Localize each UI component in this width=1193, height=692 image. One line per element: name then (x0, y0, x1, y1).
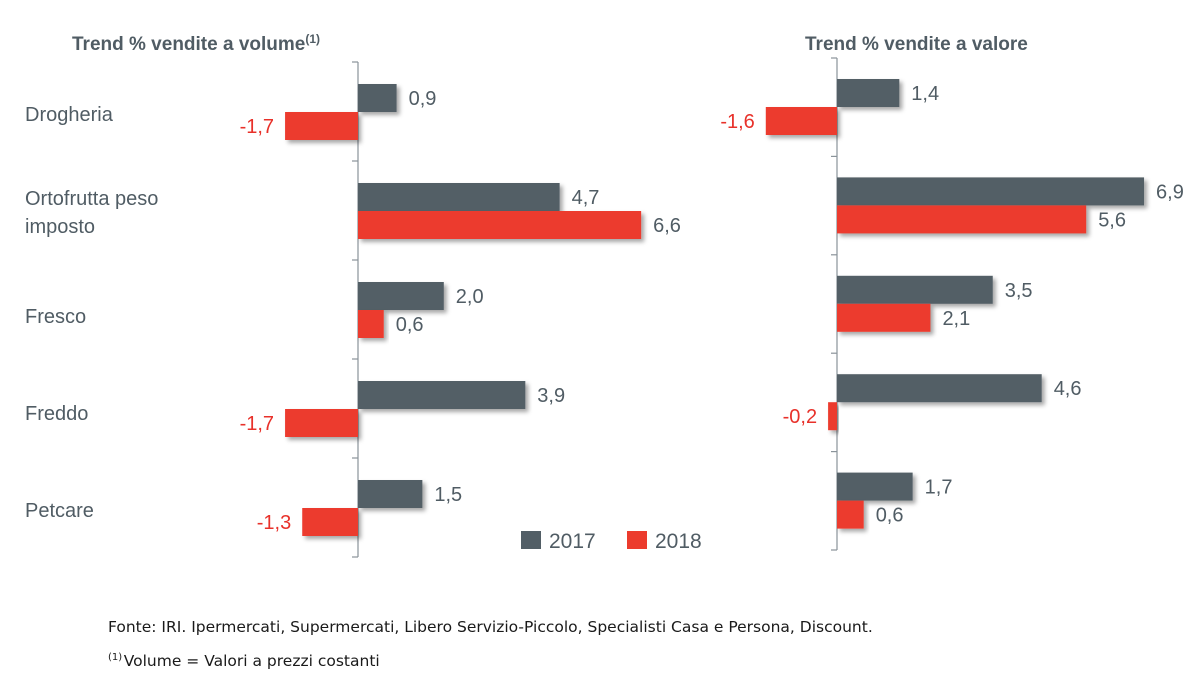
volume-bar-2017-petcare (358, 480, 423, 508)
category-label-fresco: Fresco (25, 306, 86, 328)
source-note: Fonte: IRI. Ipermercati, Supermercati, L… (108, 618, 873, 636)
valore-bar-2017-freddo (837, 374, 1042, 403)
valore-bar-2018-fresco (837, 303, 931, 332)
category-label-petcare: Petcare (25, 500, 94, 522)
valore-value-label-2018-fresco: 2,1 (942, 308, 970, 330)
valore-bar-2018-petcare (837, 500, 864, 529)
valore-value-label-2017-petcare: 1,7 (925, 477, 953, 499)
volume-bar-2017-drogheria (358, 84, 397, 112)
volume-bar-2018-ortofrutta (358, 211, 642, 239)
category-label-ortofrutta-line2: imposto (25, 216, 95, 238)
valore-bar-2018-drogheria (765, 107, 837, 135)
category-label-freddo: Freddo (25, 403, 88, 425)
valore-bar-2017-ortofrutta (837, 177, 1145, 206)
volume-value-label-2018-drogheria: -1,7 (240, 116, 274, 138)
category-label-ortofrutta-line1: Ortofrutta peso (25, 188, 158, 210)
chart-title-volume-text: Trend % vendite a volume (72, 34, 305, 55)
volume-bar-2017-freddo (358, 381, 526, 409)
volume-footnote-marker: (1) (108, 652, 123, 663)
chart-title-valore: Trend % vendite a valore (805, 34, 1028, 55)
volume-value-label-2017-fresco: 2,0 (456, 286, 484, 308)
valore-bar-2017-drogheria (837, 79, 900, 107)
legend-swatch-2017 (521, 531, 541, 549)
volume-value-label-2017-petcare: 1,5 (434, 484, 462, 506)
valore-value-label-2017-fresco: 3,5 (1005, 280, 1033, 302)
volume-bar-2018-drogheria (285, 112, 358, 140)
volume-value-label-2017-ortofrutta: 4,7 (572, 187, 600, 209)
legend-swatch-2018 (627, 531, 647, 549)
volume-bar-2017-ortofrutta (358, 183, 560, 211)
valore-value-label-2017-ortofrutta: 6,9 (1156, 181, 1184, 203)
volume-value-label-2018-ortofrutta: 6,6 (653, 215, 681, 237)
category-label-drogheria: Drogheria (25, 104, 114, 126)
valore-value-label-2018-freddo: -0,2 (783, 406, 817, 428)
valore-value-label-2018-petcare: 0,6 (876, 505, 904, 527)
volume-footnote-text: Volume = Valori a prezzi costanti (123, 652, 380, 670)
valore-chart: 1,4 6,9 3,5 4,6 1,7 -1,6 5,6 2,1 -0,2 0,6 (720, 57, 1184, 551)
volume-value-label-2018-freddo: -1,7 (240, 413, 274, 435)
valore-value-label-2018-drogheria: -1,6 (720, 111, 754, 133)
legend-label-2017: 2017 (549, 530, 596, 553)
valore-bar-2017-petcare (837, 472, 913, 501)
volume-bar-2017-fresco (358, 282, 444, 310)
volume-bar-2018-petcare (302, 508, 358, 536)
valore-value-label-2017-drogheria: 1,4 (911, 83, 939, 105)
legend: 2017 2018 (521, 530, 702, 553)
valore-value-label-2017-freddo: 4,6 (1054, 378, 1082, 400)
category-label-ortofrutta: Ortofrutta peso imposto (25, 188, 164, 238)
valore-value-label-2018-ortofrutta: 5,6 (1098, 209, 1126, 231)
valore-bar-2018-freddo (828, 402, 837, 431)
valore-bar-2017-fresco (837, 275, 993, 304)
volume-value-label-2018-petcare: -1,3 (257, 512, 291, 534)
volume-bar-2018-fresco (358, 310, 384, 338)
title-footnote-marker: (1) (305, 32, 320, 46)
volume-value-label-2017-drogheria: 0,9 (409, 88, 437, 110)
volume-value-label-2017-freddo: 3,9 (537, 385, 565, 407)
volume-value-label-2018-fresco: 0,6 (396, 314, 424, 336)
volume-bar-2018-freddo (285, 409, 358, 437)
volume-footnote: (1) Volume = Valori a prezzi costanti (108, 652, 380, 670)
chart-title-volume: Trend % vendite a volume(1) (72, 32, 320, 55)
volume-chart: 0,9 4,7 2,0 3,9 1,5 -1,7 6,6 0,6 -1,7 -1,3 (240, 61, 681, 558)
valore-bar-2018-ortofrutta (837, 205, 1087, 234)
category-labels: Drogheria Ortofrutta peso imposto Fresco… (25, 104, 164, 522)
legend-label-2018: 2018 (655, 530, 702, 553)
